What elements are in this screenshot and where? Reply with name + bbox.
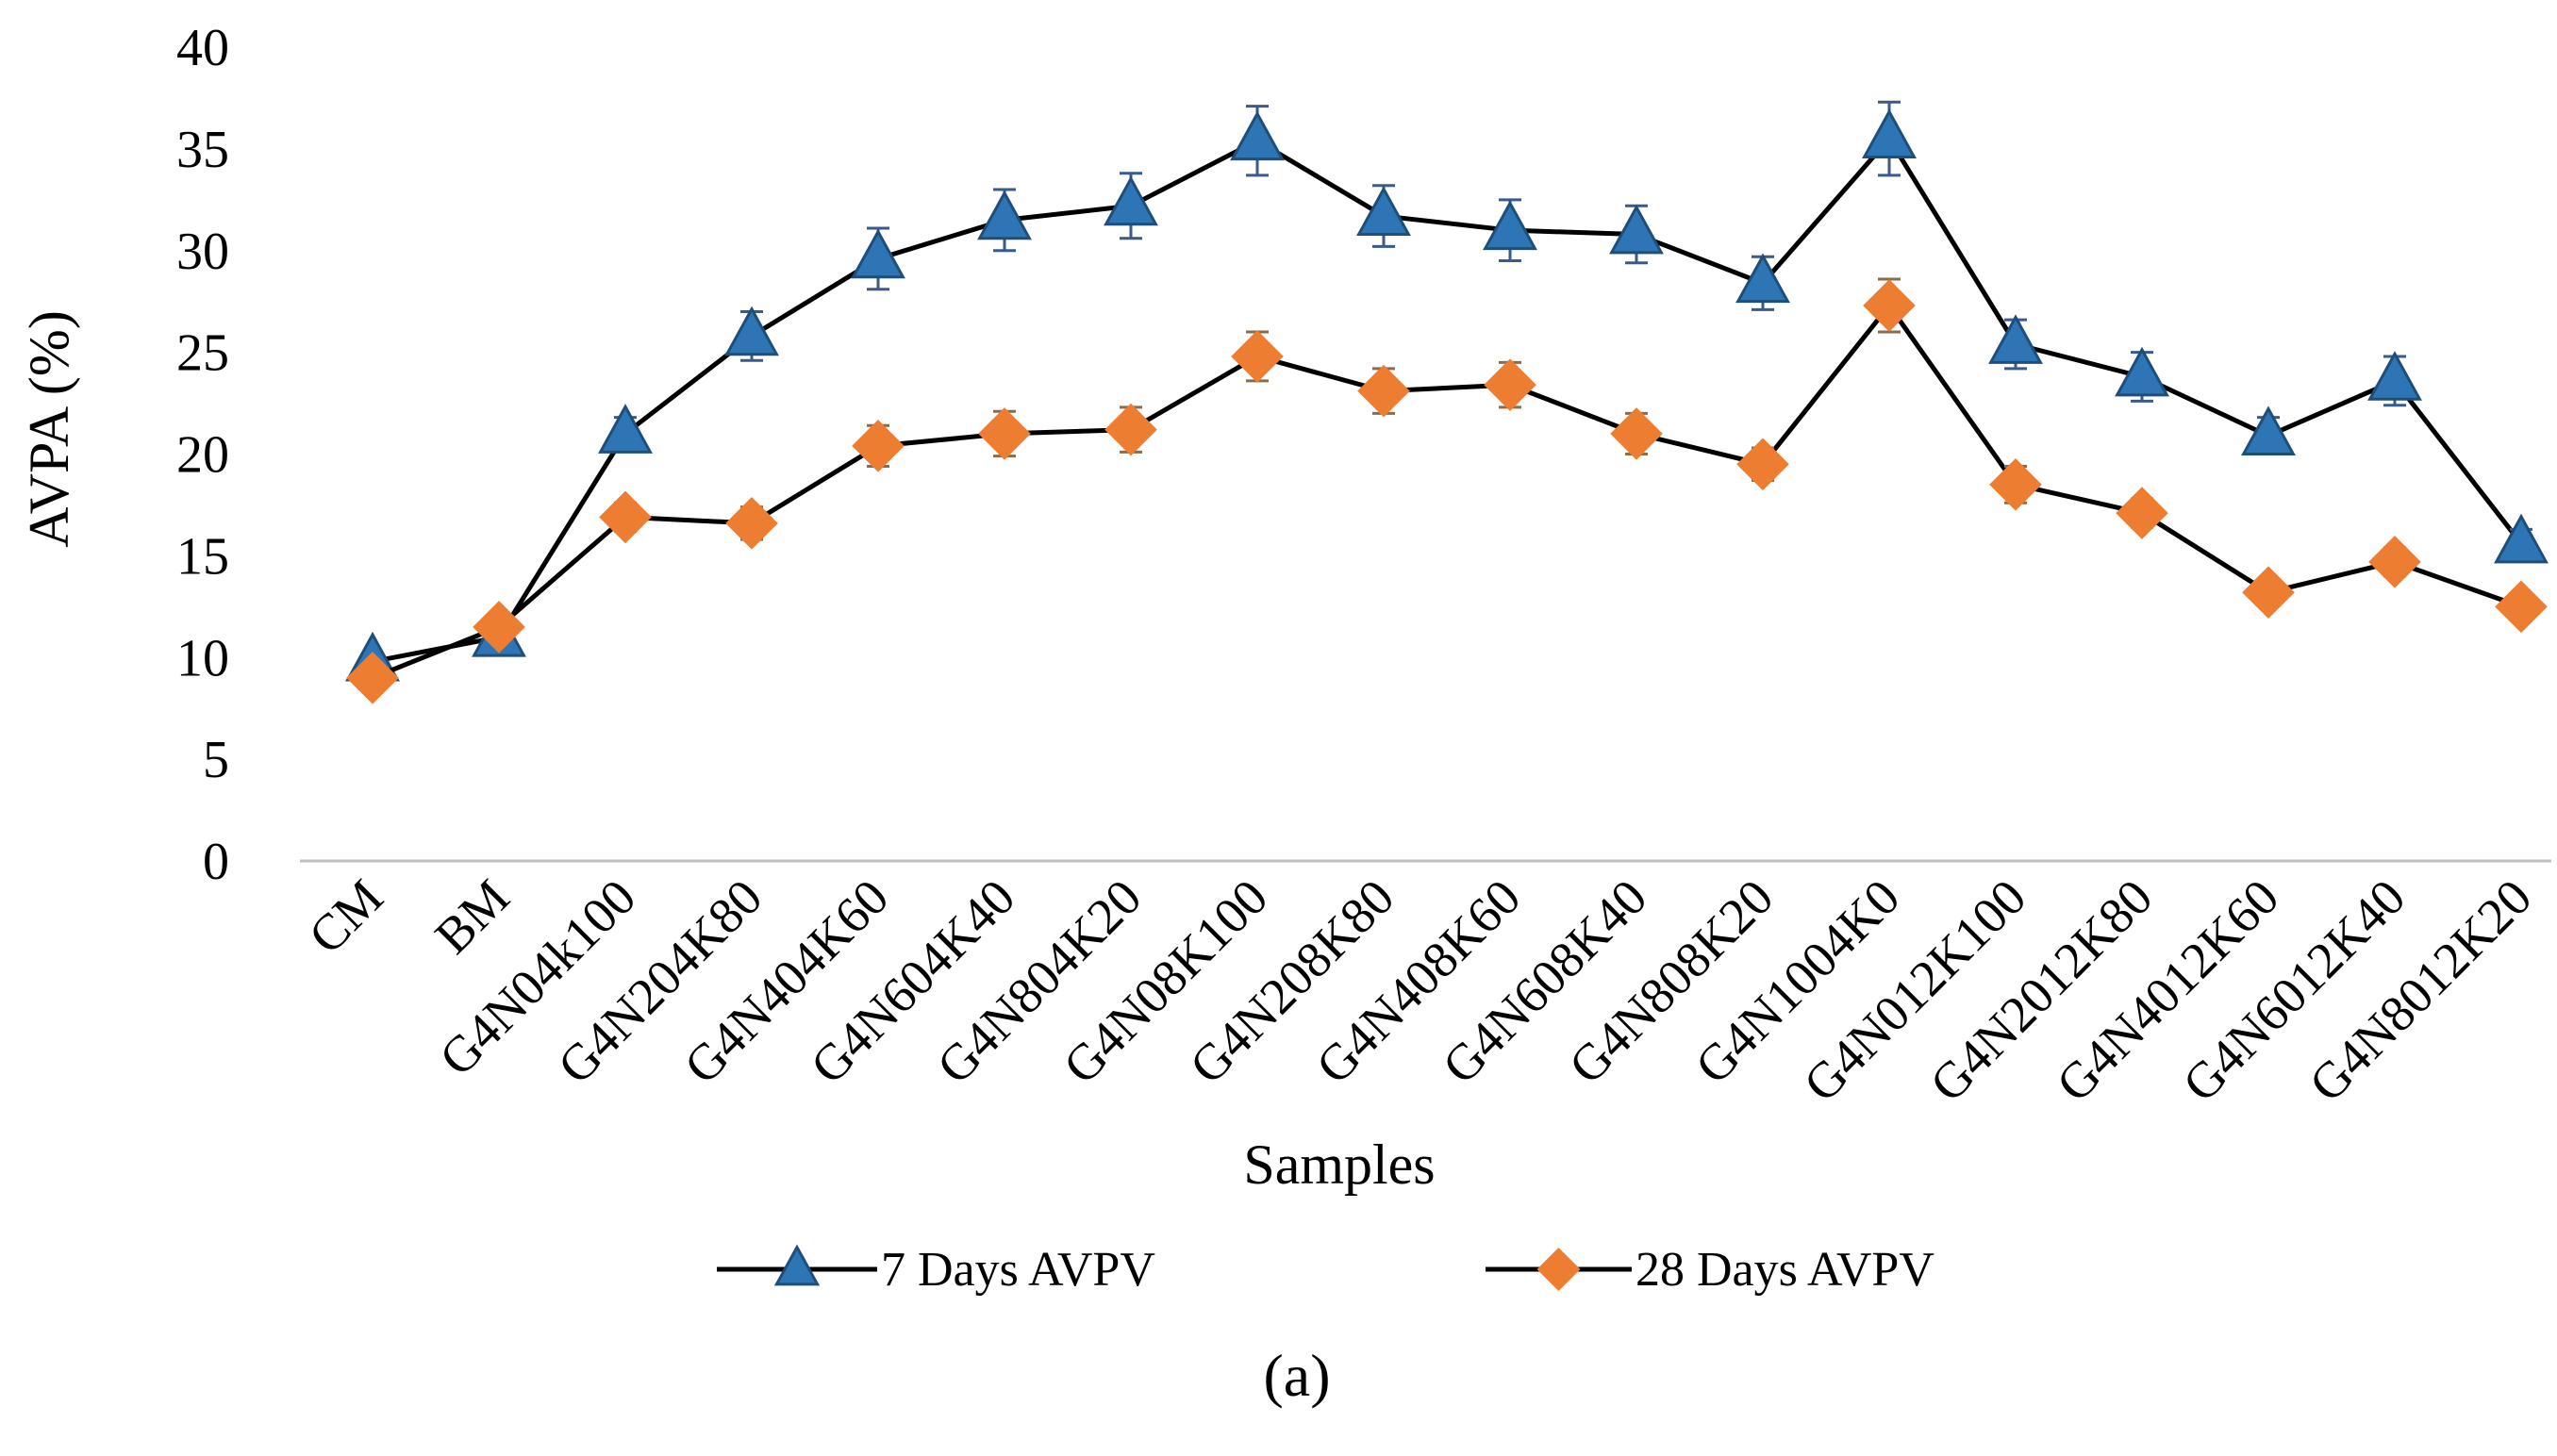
data-point: [1610, 407, 1663, 460]
data-point: [1356, 186, 1411, 236]
data-point: [1862, 108, 1917, 158]
y-tick-label: 5: [203, 731, 229, 789]
series-line: [372, 136, 2523, 665]
data-point: [2494, 513, 2549, 564]
series-line: [372, 303, 2522, 681]
y-axis-title: AVPA (%): [18, 310, 80, 548]
data-point: [599, 490, 652, 544]
data-point: [1231, 330, 1284, 383]
legend-marker: [773, 1244, 821, 1286]
y-tick-label: 40: [176, 19, 229, 77]
data-point: [346, 652, 399, 704]
series-layer: [345, 100, 2549, 704]
y-tick-label: 30: [176, 223, 229, 281]
data-point: [1989, 458, 2042, 511]
data-point: [2115, 346, 2169, 397]
x-tick-label: G4N8012K20: [2299, 869, 2543, 1113]
data-point: [1357, 364, 1410, 418]
y-tick-label: 0: [203, 833, 229, 891]
data-point: [725, 497, 778, 550]
y-tick-label: 15: [176, 527, 229, 586]
data-point: [1104, 175, 1158, 226]
x-tick-labels: CM BMG4N04k100G4N204K80G4N404K60G4N604K40…: [298, 869, 2543, 1113]
legend-item-2: 28 Days AVPV: [1486, 1243, 1934, 1297]
data-point: [977, 190, 1032, 240]
data-point: [1483, 200, 1537, 251]
data-point: [1104, 403, 1157, 456]
data-point: [978, 407, 1031, 460]
data-point: [1988, 314, 2043, 364]
data-point: [2241, 405, 2296, 455]
data-point: [2367, 351, 2422, 401]
y-tick-label: 35: [176, 121, 229, 179]
data-point: [851, 228, 905, 279]
legend-marker: [1536, 1247, 1581, 1292]
x-tick-label: BM: [424, 869, 521, 965]
legend-label: 28 Days AVPV: [1635, 1243, 1934, 1297]
series-1: [345, 100, 2549, 682]
data-point: [2368, 536, 2421, 588]
data-point: [2116, 487, 2168, 539]
series-2: [346, 277, 2548, 704]
x-axis-title: Samples: [1243, 1133, 1435, 1196]
data-point: [852, 420, 905, 472]
data-point: [1484, 358, 1536, 411]
y-tick-label: 10: [176, 629, 229, 687]
data-point: [2242, 566, 2295, 620]
legend: 7 Days AVPV 28 Days AVPV: [717, 1243, 1934, 1297]
data-point: [1863, 279, 1916, 332]
y-tick-label: 20: [176, 426, 229, 485]
data-point: [1736, 438, 1789, 491]
data-point: [2495, 580, 2548, 634]
data-point: [724, 306, 779, 356]
legend-item-1: 7 Days AVPV: [717, 1243, 1155, 1297]
y-tick-label: 25: [176, 324, 229, 383]
panel-label: (a): [1263, 1342, 1330, 1409]
x-tick-label: CM: [298, 869, 394, 965]
data-point: [1230, 110, 1285, 161]
data-point: [1735, 253, 1790, 304]
data-point: [473, 601, 525, 654]
legend-label: 7 Days AVPV: [881, 1243, 1155, 1297]
y-tick-labels: 0 5 10 15 20 25 30 35 40: [176, 19, 229, 891]
data-point: [598, 404, 653, 454]
y-axis-title-group: AVPA (%): [18, 310, 80, 548]
data-point: [1609, 204, 1664, 255]
